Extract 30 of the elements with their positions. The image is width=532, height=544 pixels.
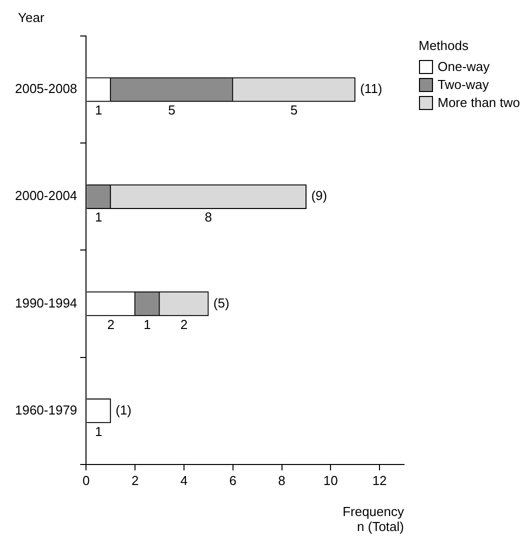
x-tick-label: 6 (229, 472, 236, 488)
legend-title: Methods (418, 38, 470, 53)
x-tick-label: 0 (82, 472, 90, 488)
y-tick-label: 1960-1979 (14, 402, 78, 418)
legend-label: More than two (438, 95, 520, 110)
data-label: 1 (95, 424, 102, 439)
x-tick-label: 8 (278, 472, 286, 488)
x-tick-label: 10 (323, 472, 338, 488)
data-label: 1 (95, 210, 102, 225)
data-label: 5 (290, 102, 298, 118)
data-label: 8 (204, 210, 212, 225)
y-axis-title: Year (18, 10, 45, 26)
x-tick-label: 4 (180, 472, 188, 488)
y-tick-label: 1990-1994 (14, 295, 78, 310)
text: One-way (438, 59, 490, 74)
total-label: (1) (116, 402, 132, 418)
data-label: 5 (168, 102, 176, 118)
data-label: 2 (107, 316, 114, 332)
y-tick-label: 2005-2008 (14, 81, 78, 96)
total-label: (5) (213, 295, 230, 310)
y-tick-label: 2000-2004 (14, 188, 78, 204)
data-label: 1 (144, 316, 151, 332)
total-label: (9) (311, 188, 328, 204)
data-label: 1 (95, 102, 102, 118)
x-tick-label: 2 (131, 472, 139, 488)
data-label: 2 (180, 316, 188, 332)
x-tick-label: 12 (372, 472, 387, 488)
legend-label: Two-way (438, 77, 489, 92)
total-label: (11) (360, 81, 382, 96)
x-axis-title: Frequency n (Total) (342, 504, 404, 534)
